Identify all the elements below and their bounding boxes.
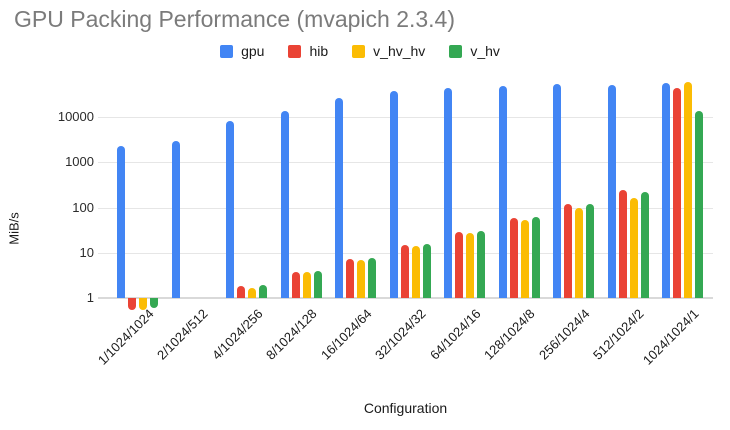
gridline-10000 [98,117,713,119]
bar-gpu-256/1024/4[interactable] [553,83,561,298]
bar-v_hv_hv-32/1024/32[interactable] [411,246,420,298]
bar-gpu-1/1024/1024[interactable] [117,146,125,298]
bar-v_hv-64/1024/16[interactable] [477,230,485,298]
x-tick-2/1024/512: 2/1024/512 [153,306,211,363]
legend-swatch-gpu-icon [220,44,234,58]
bar-hib-8/1024/128[interactable] [291,272,300,298]
bar-gpu-4/1024/256[interactable] [226,120,234,298]
bar-v_hv-4/1024/256[interactable] [259,285,267,298]
y-tick-10000: 10000 [57,109,94,125]
legend-label-gpu: gpu [241,43,265,59]
bar-gpu-1024/1024/1[interactable] [662,82,670,298]
bar-hib-1024/1024/1[interactable] [673,87,681,298]
legend-label-v_hv_hv: v_hv_hv [373,43,426,59]
legend-swatch-hib-icon [288,44,302,58]
bar-v_hv-32/1024/32[interactable] [422,243,431,298]
bar-gpu-16/1024/64[interactable] [335,98,343,298]
bar-v_hv_hv-256/1024/4[interactable] [575,207,583,298]
bar-v_hv-128/1024/8[interactable] [531,217,540,298]
legend-item-hib[interactable]: hib [288,43,328,59]
y-tick-100: 100 [72,199,94,215]
x-tick-1/1024/1024: 1/1024/1024 [94,306,157,368]
x-tick-512/1024/2: 512/1024/2 [589,306,647,363]
bar-hib-128/1024/8[interactable] [509,217,518,298]
bar-v_hv_hv-8/1024/128[interactable] [302,272,311,298]
x-tick-8/1024/128: 8/1024/128 [262,306,320,363]
y-axis-title: MiB/s [6,212,22,245]
gridline-100 [98,207,713,209]
x-axis-title: Configuration [363,400,448,416]
bar-hib-32/1024/32[interactable] [400,244,409,298]
bar-v_hv_hv-4/1024/256[interactable] [248,287,256,298]
bar-gpu-32/1024/32[interactable] [389,90,398,298]
bar-v_hv_hv-16/1024/64[interactable] [357,259,365,298]
x-tick-32/1024/32: 32/1024/32 [371,306,429,363]
bar-v_hv-1024/1024/1[interactable] [695,110,703,298]
legend-item-v_hv_hv[interactable]: v_hv_hv [352,43,425,59]
bar-v_hv-512/1024/2[interactable] [640,191,649,298]
legend-item-v_hv[interactable]: v_hv [449,43,500,59]
y-tick-10: 10 [79,244,94,260]
chart-title: GPU Packing Performance (mvapich 2.3.4) [14,6,456,32]
bar-v_hv-1/1024/1024[interactable] [150,298,158,309]
legend-swatch-v_hv_hv-icon [352,44,366,58]
x-tick-128/1024/8: 128/1024/8 [480,306,538,363]
bar-v_hv_hv-1/1024/1024[interactable] [139,298,147,310]
bar-v_hv_hv-128/1024/8[interactable] [520,220,529,298]
bar-v_hv-16/1024/64[interactable] [368,258,376,298]
legend-item-gpu[interactable]: gpu [220,43,264,59]
bar-v_hv-8/1024/128[interactable] [313,271,322,298]
bar-v_hv_hv-512/1024/2[interactable] [629,198,638,298]
bar-v_hv-256/1024/4[interactable] [586,203,594,298]
y-tick-1: 1 [86,290,94,305]
bar-gpu-64/1024/16[interactable] [444,87,452,298]
bar-gpu-8/1024/128[interactable] [280,111,289,298]
bar-v_hv_hv-64/1024/16[interactable] [466,232,474,298]
gridline-1000 [98,162,713,164]
bar-gpu-2/1024/512[interactable] [171,141,180,298]
bar-hib-512/1024/2[interactable] [618,190,627,298]
bar-hib-256/1024/4[interactable] [564,204,572,298]
y-tick-1000: 1000 [65,154,94,170]
bar-gpu-128/1024/8[interactable] [498,86,507,298]
bar-hib-64/1024/16[interactable] [455,231,463,298]
bar-hib-4/1024/256[interactable] [237,286,245,298]
legend-swatch-v_hv-icon [449,44,463,58]
bar-hib-1/1024/1024[interactable] [128,298,136,310]
legend-label-hib: hib [309,43,329,59]
bar-gpu-512/1024/2[interactable] [607,85,616,298]
legend: gpu hib v_hv_hv v_hv [160,43,560,59]
legend-label-v_hv: v_hv [470,43,500,59]
gridline-1 [98,297,713,299]
bar-hib-16/1024/64[interactable] [346,259,354,298]
bar-v_hv_hv-1024/1024/1[interactable] [684,82,692,298]
